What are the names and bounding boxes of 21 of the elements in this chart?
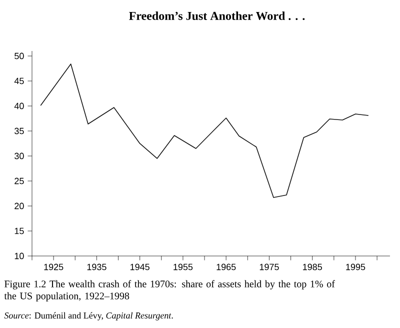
y-tick-label: 30 [14,152,24,160]
y-tick-label: 35 [14,128,24,134]
y-tick-label: 15 [14,228,24,234]
x-tick-label: 1965 [216,264,236,270]
y-tick-label: 10 [14,252,24,260]
chart-title: Freedom’s Just Another Word . . . [129,12,305,20]
y-tick-label: 40 [14,102,24,110]
y-tick-label: 45 [14,78,24,84]
caption: Figure 1.2 The wealth crash of the 1970s: share of assets held by the top 1% of the US population, 1922–1998 [4,280,335,302]
text: Source: Duménil and Lévy, Capital Resurgent. [4,312,173,320]
y-tick-label: 50 [14,52,24,60]
x-tick-label: 1995 [346,264,366,270]
x-tick-label: 1935 [87,264,106,270]
line-series [40,64,369,198]
x-tick-label: 1925 [44,264,64,270]
x-tick-label: 1955 [174,264,193,270]
y-tick-label: 25 [14,178,24,184]
x-tick-label: 1945 [130,264,150,270]
y-tick-label: 20 [14,202,24,210]
x-tick-label: 1985 [303,264,322,270]
x-tick-label: 1975 [260,264,279,270]
